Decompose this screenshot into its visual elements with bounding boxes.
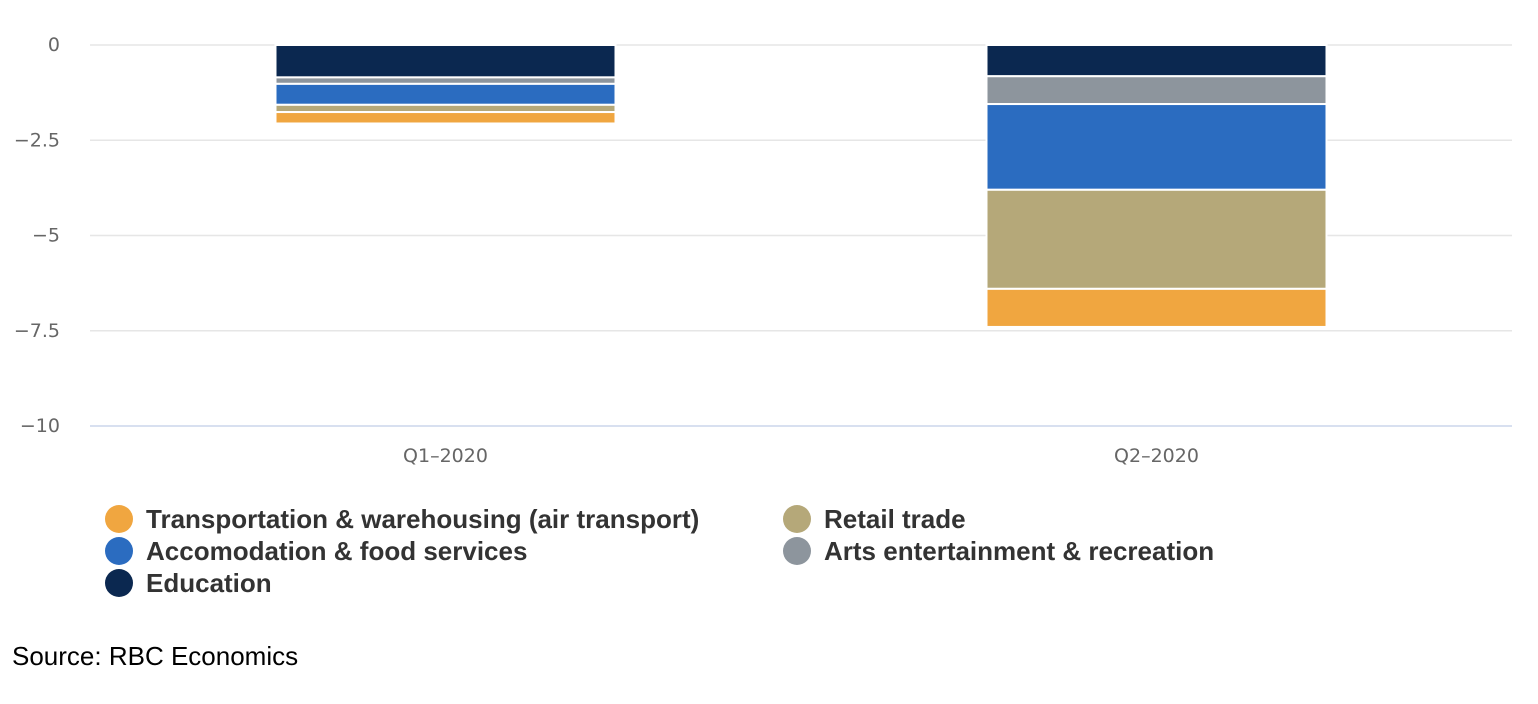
- x-tick-label: Q1–2020: [403, 445, 488, 467]
- bar-segment[interactable]: Education: -0.82: [985, 44, 1328, 78]
- y-axis-ticks: 0 −2.5 −5 −7.5 −10: [14, 34, 60, 437]
- bars: Education: -0.85 Arts entertainment & rec…: [274, 44, 1328, 328]
- bar-segment[interactable]: Retail trade: -0.19: [274, 103, 617, 114]
- legend-marker: [105, 569, 133, 597]
- bar-segment[interactable]: Transportation & warehousing (air transp…: [985, 287, 1328, 328]
- y-tick-label: −10: [20, 415, 60, 437]
- legend-label: Accomodation & food services: [146, 536, 528, 566]
- bar-segment[interactable]: Transportation & warehousing (air transp…: [274, 111, 617, 125]
- source-note: Source: RBC Economics: [12, 641, 299, 671]
- bar-segment[interactable]: Accomodation & food services: -2.25: [985, 103, 1328, 191]
- legend-marker: [783, 505, 811, 533]
- stacked-bar-chart: 0 −2.5 −5 −7.5 −10 Education: -0.85 Arts ente…: [14, 34, 1512, 467]
- y-tick-label: 0: [48, 34, 60, 56]
- legend-label: Retail trade: [824, 504, 966, 534]
- y-tick-label: −5: [32, 225, 60, 247]
- legend-marker: [105, 537, 133, 565]
- x-axis-ticks: Q1–2020 Q2–2020: [403, 445, 1199, 467]
- bar-segment[interactable]: Retail trade: -2.6: [985, 188, 1328, 290]
- legend-label: Transportation & warehousing (air transp…: [146, 504, 700, 534]
- x-tick-label: Q2–2020: [1114, 445, 1199, 467]
- legend-marker: [783, 537, 811, 565]
- legend-marker: [105, 505, 133, 533]
- bar-segment[interactable]: Accomodation & food services: -0.55: [274, 82, 617, 106]
- bar-segment[interactable]: Education: -0.85: [274, 44, 617, 79]
- legend-label: Arts entertainment & recreation: [824, 536, 1215, 566]
- legend-label: Education: [146, 568, 272, 598]
- y-tick-label: −7.5: [14, 320, 60, 342]
- y-tick-label: −2.5: [14, 129, 60, 151]
- bar-segment[interactable]: Arts entertainment & recreation: -0.73: [985, 75, 1328, 106]
